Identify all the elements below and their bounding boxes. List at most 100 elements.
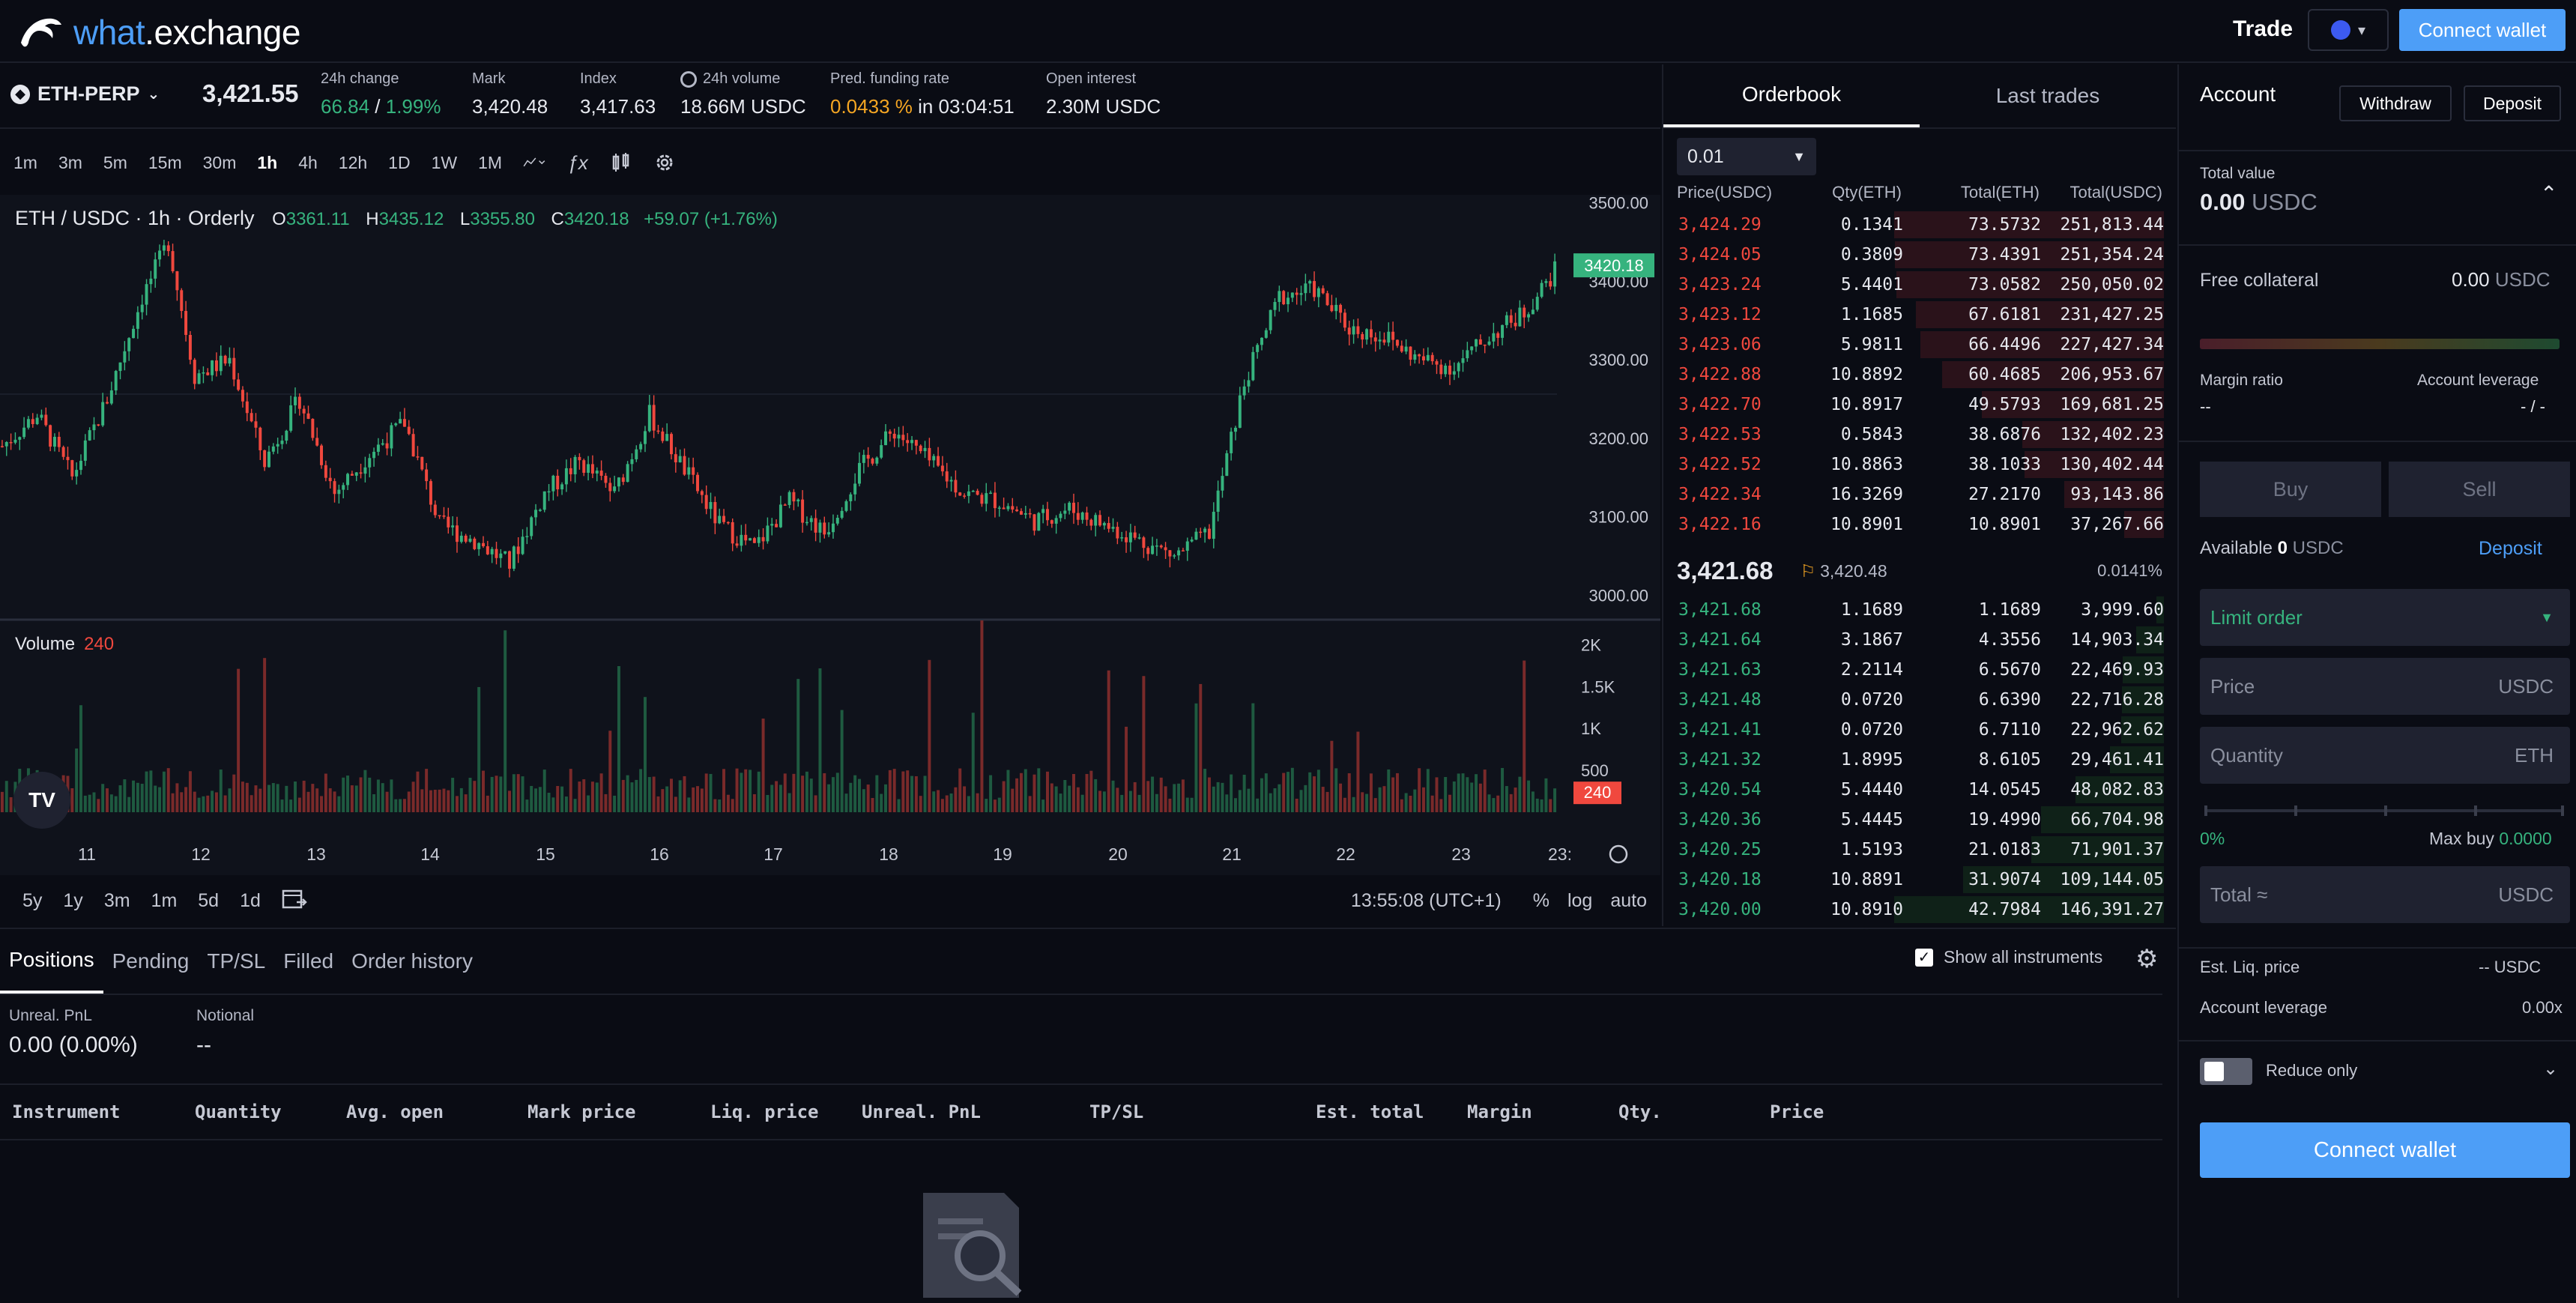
range-1y[interactable]: 1y (63, 889, 83, 911)
percent-scale-toggle[interactable]: % (1532, 890, 1549, 911)
drawing-tools-icon[interactable] (523, 151, 545, 174)
log-scale-toggle[interactable]: log (1567, 890, 1593, 911)
ask-row[interactable]: 3,423.24 5.4401 73.0582 250,050.02 (1663, 270, 2177, 300)
volume-bar (858, 779, 861, 812)
symbol-selector[interactable]: ◆ ETH-PERP ⌄ (10, 82, 160, 106)
quantity-slider[interactable] (2204, 805, 2564, 816)
connect-wallet-order-button[interactable]: Connect wallet (2200, 1122, 2570, 1178)
quantity-input[interactable]: Quantity ETH (2200, 727, 2570, 784)
bid-row[interactable]: 3,420.54 5.4440 14.0545 48,082.83 (1663, 775, 2177, 805)
chart-settings-gear-icon[interactable] (653, 151, 676, 174)
tab-orderbook[interactable]: Orderbook (1663, 64, 1920, 127)
range-3m[interactable]: 3m (103, 889, 130, 911)
interval-30m[interactable]: 30m (202, 152, 237, 172)
range-5d[interactable]: 5d (198, 889, 220, 911)
tab-positions[interactable]: Positions (0, 929, 103, 994)
bid-row[interactable]: 3,421.68 1.1689 1.1689 3,999.60 (1663, 595, 2177, 625)
bid-row[interactable]: 3,420.25 1.5193 21.0183 71,901.37 (1663, 835, 2177, 865)
volume-bar (1430, 795, 1434, 812)
volume-bar (731, 799, 734, 812)
depth-bar (1894, 211, 2164, 238)
candle-body (97, 424, 100, 426)
candle-body (1146, 548, 1150, 554)
candlestick-chart-canvas[interactable]: 3500.003400.003300.003200.003100.003000.… (0, 195, 1660, 875)
brand-logo[interactable]: what.exchange (18, 12, 300, 52)
connect-wallet-button[interactable]: Connect wallet (2399, 9, 2566, 51)
bid-row[interactable]: 3,420.36 5.4445 19.4990 66,704.98 (1663, 805, 2177, 835)
tab-tpsl[interactable]: TP/SL (207, 949, 266, 973)
ask-row[interactable]: 3,423.12 1.1685 67.6181 231,427.25 (1663, 300, 2177, 330)
interval-5m[interactable]: 5m (103, 152, 127, 172)
candle-body (752, 538, 756, 543)
ask-row[interactable]: 3,422.53 0.5843 38.6876 132,402.23 (1663, 420, 2177, 450)
collapse-chevron-up-icon[interactable]: ⌃ (2540, 182, 2558, 205)
interval-3m[interactable]: 3m (58, 152, 82, 172)
buy-button[interactable]: Buy (2200, 462, 2381, 517)
bid-row[interactable]: 3,420.00 10.8910 42.7984 146,391.27 (1663, 895, 2177, 925)
show-all-instruments-checkbox[interactable]: ✓ Show all instruments (1915, 947, 2102, 967)
deposit-button[interactable]: Deposit (2464, 85, 2561, 121)
positions-settings-gear-icon[interactable]: ⚙ (2135, 945, 2159, 973)
range-5y[interactable]: 5y (22, 889, 43, 911)
interval-1mo[interactable]: 1M (478, 152, 503, 172)
volume-bar (1006, 770, 1010, 812)
calendar-icon[interactable] (282, 887, 307, 915)
price-input[interactable]: Price USDC (2200, 658, 2570, 715)
ask-row[interactable]: 3,422.70 10.8917 49.5793 169,681.25 (1663, 390, 2177, 420)
volume-bar (687, 797, 691, 812)
ask-row[interactable]: 3,422.34 16.3269 27.2170 93,143.86 (1663, 480, 2177, 510)
ask-row[interactable]: 3,423.06 5.9811 66.4496 227,427.34 (1663, 330, 2177, 360)
interval-1m[interactable]: 1m (13, 152, 37, 172)
range-1d[interactable]: 1d (240, 889, 261, 911)
volume-bar (197, 797, 201, 812)
brand-name-part1: what (73, 13, 145, 52)
candle-body (1426, 354, 1430, 360)
bid-row[interactable]: 3,421.48 0.0720 6.6390 22,716.28 (1663, 685, 2177, 715)
sell-button[interactable]: Sell (2389, 462, 2570, 517)
interval-15m[interactable]: 15m (148, 152, 182, 172)
candle-body (1273, 302, 1277, 310)
deposit-link[interactable]: Deposit (2479, 538, 2542, 559)
withdraw-button[interactable]: Withdraw (2339, 85, 2452, 121)
interval-1h[interactable]: 1h (257, 152, 278, 172)
candle-body (683, 456, 686, 475)
bid-row[interactable]: 3,420.18 10.8891 31.9074 109,144.05 (1663, 865, 2177, 895)
chevron-down-icon[interactable]: ⌄ (2543, 1059, 2559, 1079)
ask-row[interactable]: 3,422.52 10.8863 38.1033 130,402.44 (1663, 450, 2177, 480)
price-chart[interactable]: 1m 3m 5m 15m 30m 1h 4h 12h 1D 1W 1M ƒx 3… (0, 130, 1660, 926)
ask-row[interactable]: 3,424.29 0.1341 73.5732 251,813.44 (1663, 210, 2177, 240)
bid-row[interactable]: 3,421.41 0.0720 6.7110 22,962.62 (1663, 715, 2177, 745)
indicators-icon[interactable]: ƒx (567, 151, 588, 174)
orderbook-qty: 0.5843 (1840, 425, 1903, 444)
total-input[interactable]: Total ≈ USDC (2200, 866, 2570, 923)
volume-bar (1295, 798, 1298, 812)
asks-list: 3,424.29 0.1341 73.5732 251,813.44 3,424.05 0… (1663, 210, 2177, 539)
candle-body (778, 504, 782, 527)
ask-row[interactable]: 3,422.88 10.8892 60.4685 206,953.67 (1663, 360, 2177, 390)
volume-bar (1142, 676, 1146, 812)
trade-nav-link[interactable]: Trade (2233, 16, 2294, 41)
tab-pending[interactable]: Pending (112, 949, 190, 973)
ask-row[interactable]: 3,422.16 10.8901 10.8901 37,267.66 (1663, 510, 2177, 539)
tradingview-logo[interactable]: TV (13, 772, 70, 829)
candle-style-icon[interactable] (610, 151, 632, 174)
tab-last-trades[interactable]: Last trades (1995, 84, 2100, 107)
price-step-select[interactable]: 0.01 ▼ (1677, 138, 1816, 175)
interval-1d[interactable]: 1D (388, 152, 411, 172)
bid-row[interactable]: 3,421.63 2.2114 6.5670 22,469.93 (1663, 655, 2177, 685)
interval-4h[interactable]: 4h (298, 152, 318, 172)
candle-body (13, 439, 17, 443)
interval-1w[interactable]: 1W (431, 152, 458, 172)
tab-order-history[interactable]: Order history (351, 949, 473, 973)
tab-filled[interactable]: Filled (283, 949, 334, 973)
range-1m[interactable]: 1m (151, 889, 178, 911)
bid-row[interactable]: 3,421.32 1.8995 8.6105 29,461.41 (1663, 745, 2177, 775)
reduce-only-toggle[interactable] (2200, 1058, 2252, 1085)
bid-row[interactable]: 3,421.64 3.1867 4.3556 14,903.34 (1663, 625, 2177, 655)
ask-row[interactable]: 3,424.05 0.3809 73.4391 251,354.24 (1663, 240, 2177, 270)
interval-12h[interactable]: 12h (338, 152, 368, 172)
order-type-select[interactable]: Limit order ▼ (2200, 589, 2570, 646)
volume-bar (604, 793, 608, 812)
chain-selector[interactable]: ▾ (2308, 9, 2389, 51)
auto-scale-toggle[interactable]: auto (1610, 890, 1647, 911)
